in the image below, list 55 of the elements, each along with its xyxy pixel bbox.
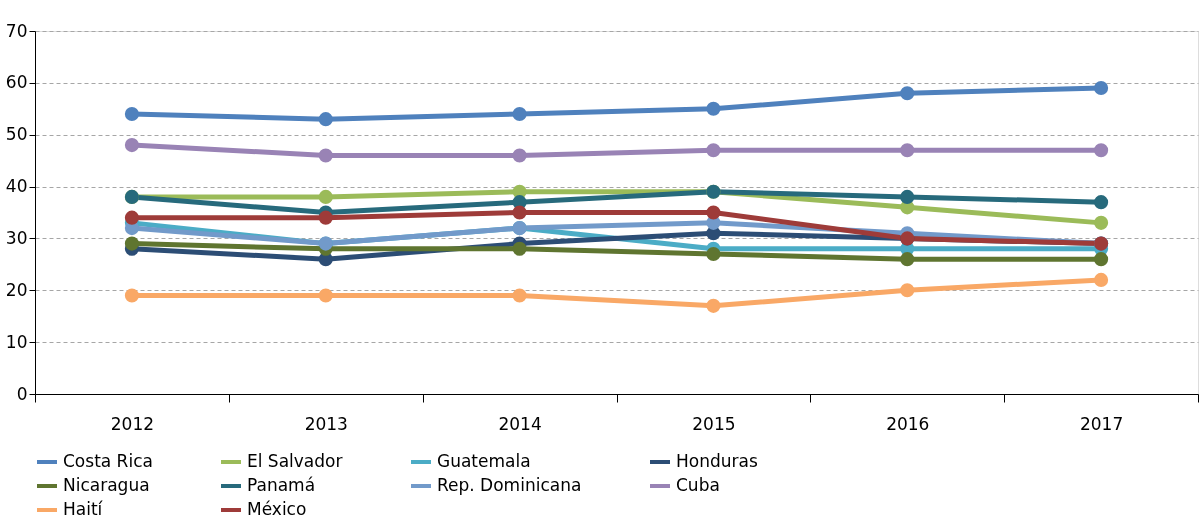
point	[706, 143, 721, 158]
point	[706, 101, 721, 116]
point	[512, 106, 527, 122]
point	[900, 143, 915, 158]
point	[318, 148, 333, 163]
point	[1094, 252, 1109, 267]
point	[318, 288, 333, 303]
point	[318, 189, 333, 204]
point	[1094, 143, 1109, 158]
point	[512, 148, 527, 163]
legend-label: Cuba	[676, 475, 720, 495]
x-tick-label: 2014	[498, 413, 542, 434]
x-tick-label: 2013	[304, 413, 348, 434]
y-tick-label: 60	[5, 72, 28, 93]
point	[706, 205, 721, 220]
point	[900, 283, 915, 298]
point	[1094, 272, 1109, 287]
y-tick-label: 20	[5, 279, 28, 300]
x-tick-label: 2012	[110, 413, 155, 434]
point	[512, 205, 527, 220]
y-tick-label: 70	[5, 20, 28, 41]
point	[900, 86, 915, 101]
point	[124, 288, 139, 303]
legend-label: Honduras	[676, 451, 758, 471]
y-tick-label: 10	[5, 331, 28, 352]
point	[124, 236, 139, 251]
point	[124, 210, 139, 225]
legend-label: Costa Rica	[63, 451, 153, 471]
legend-label: Nicaragua	[63, 475, 150, 495]
point	[1094, 215, 1109, 230]
legend-label: Rep. Dominicana	[437, 475, 582, 495]
x-tick-label: 2016	[886, 413, 930, 434]
point	[124, 106, 139, 122]
point	[706, 246, 721, 262]
legend-label: Haití	[63, 499, 104, 519]
legend-label: México	[247, 499, 307, 519]
point	[318, 210, 333, 225]
point	[124, 138, 139, 153]
point	[512, 288, 527, 303]
legend-label: Guatemala	[437, 451, 531, 471]
point	[900, 252, 915, 267]
y-tick-label: 30	[5, 227, 28, 248]
x-tick-label: 2015	[692, 413, 736, 434]
point	[512, 241, 527, 256]
legend-label: El Salvador	[247, 451, 343, 471]
y-tick-label: 40	[5, 176, 28, 197]
legend-label: Panamá	[247, 475, 316, 495]
point	[1094, 80, 1109, 96]
y-tick-label: 50	[5, 124, 28, 145]
point	[318, 112, 333, 127]
point	[900, 189, 915, 204]
point	[706, 298, 721, 313]
y-tick-label: 0	[16, 383, 28, 404]
x-tick-label: 2017	[1079, 413, 1124, 434]
point	[1094, 195, 1109, 210]
